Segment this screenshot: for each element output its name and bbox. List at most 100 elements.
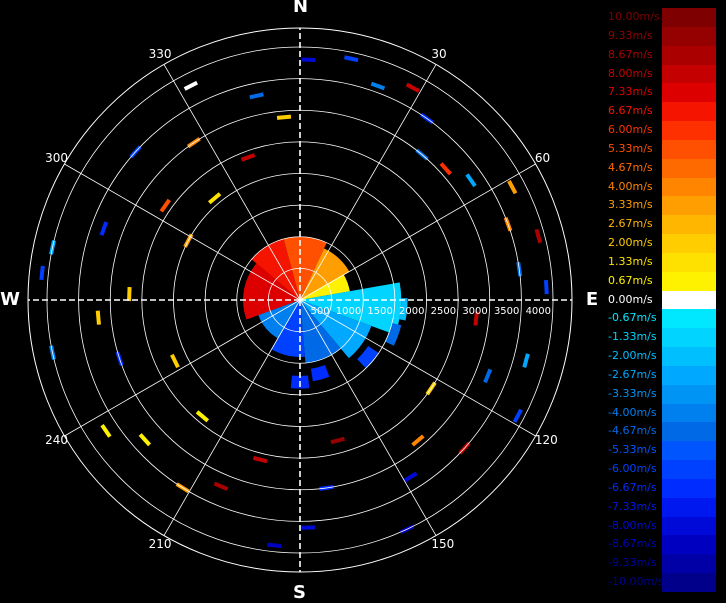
legend-entry: 2.67m/s xyxy=(606,215,716,235)
echo-arc-2 xyxy=(357,345,379,369)
legend-entry: 3.33m/s xyxy=(606,196,716,216)
legend-label: 4.00m/s xyxy=(608,179,653,193)
scatter-gate-48 xyxy=(276,114,292,120)
legend-label: 2.00m/s xyxy=(608,236,653,250)
spoke-30 xyxy=(299,64,437,301)
legend-entry: -6.00m/s xyxy=(606,460,716,479)
cardinal-N: N xyxy=(293,0,309,18)
legend-swatch xyxy=(662,365,716,385)
legend-label: -4.00m/s xyxy=(608,405,657,419)
legend-swatch xyxy=(662,121,716,140)
scatter-gate-27 xyxy=(213,481,229,491)
scatter-gate-19 xyxy=(411,434,425,447)
core-echo-sector-3 xyxy=(300,248,350,300)
legend-swatch xyxy=(662,83,716,103)
scatter-gate-43 xyxy=(207,192,222,205)
spoke-150 xyxy=(299,299,437,536)
legend-label: -1.33m/s xyxy=(608,330,657,344)
legend-entry: -9.33m/s xyxy=(606,554,716,574)
legend-entry: -4.00m/s xyxy=(606,403,716,423)
core-echo-sector-2 xyxy=(283,236,327,300)
legend-swatch xyxy=(662,252,716,272)
cardinal-S: S xyxy=(293,581,306,603)
legend-entry: 8.00m/s xyxy=(606,64,716,84)
core-echo-sector-8 xyxy=(271,300,305,357)
scatter-gate-32 xyxy=(170,353,180,369)
legend-swatch xyxy=(662,573,716,592)
legend-label: 9.33m/s xyxy=(608,28,653,42)
legend-label: 8.00m/s xyxy=(608,66,653,80)
legend-swatch xyxy=(662,309,716,329)
spoke-120 xyxy=(299,299,536,437)
scatter-gate-16 xyxy=(512,408,523,423)
legend-swatch xyxy=(662,177,716,197)
legend-label: 3.33m/s xyxy=(608,198,653,212)
legend-entry: -8.00m/s xyxy=(606,516,716,536)
legend-entry: 0.67m/s xyxy=(606,271,716,291)
scatter-gate-35 xyxy=(95,310,101,325)
legend-label: 2.67m/s xyxy=(608,217,653,231)
polar-grid xyxy=(27,27,573,573)
legend-swatch xyxy=(662,347,716,366)
scatter-gate-13 xyxy=(473,311,479,326)
legend-swatch xyxy=(662,497,716,517)
velocity-echo-layer xyxy=(39,55,549,549)
spoke-60 xyxy=(299,163,536,301)
legend-label: -5.33m/s xyxy=(608,443,657,457)
legend-entry: -3.33m/s xyxy=(606,384,716,404)
legend-swatch xyxy=(662,478,716,498)
legend-swatch xyxy=(662,234,716,253)
legend-swatch xyxy=(662,422,716,442)
legend-entry: -6.67m/s xyxy=(606,478,716,498)
legend-entry: 8.67m/s xyxy=(606,45,716,65)
core-echo-sector-5 xyxy=(300,282,402,335)
legend-entry: -0.67m/s xyxy=(606,309,716,329)
echo-arc-0 xyxy=(399,298,408,321)
scatter-gate-6 xyxy=(439,162,452,176)
legend-entry: -4.67m/s xyxy=(606,422,716,442)
range-label-4000: 4000 xyxy=(526,306,551,317)
spoke-300 xyxy=(64,163,301,301)
legend-entry: 2.00m/s xyxy=(606,234,716,253)
legend-label: -2.00m/s xyxy=(608,349,657,363)
azimuth-label-120: 120 xyxy=(534,433,558,448)
scatter-gate-10 xyxy=(534,228,543,244)
legend-label: -0.67m/s xyxy=(608,311,657,325)
legend-label: 7.33m/s xyxy=(608,85,653,99)
legend-label: -9.33m/s xyxy=(608,556,657,570)
legend-label: 0.67m/s xyxy=(608,273,653,287)
legend-swatch xyxy=(662,328,716,348)
legend-label: 6.00m/s xyxy=(608,123,653,137)
azimuth-label-330: 330 xyxy=(148,47,172,62)
spoke-330 xyxy=(163,64,301,301)
scatter-gate-30 xyxy=(138,433,152,447)
legend-label: 0.00m/s xyxy=(608,292,653,306)
azimuth-label-240: 240 xyxy=(45,433,69,448)
legend-label: 8.67m/s xyxy=(608,47,653,61)
scatter-gate-7 xyxy=(465,173,477,188)
scatter-gate-45 xyxy=(183,80,199,91)
range-label-2000: 2000 xyxy=(399,306,424,317)
legend-swatch xyxy=(662,271,716,291)
core-echo-sector-1 xyxy=(251,238,300,300)
legend-swatch xyxy=(662,384,716,404)
legend-swatch xyxy=(662,516,716,536)
legend-swatch xyxy=(662,290,716,310)
legend-swatch xyxy=(662,158,716,178)
legend-swatch xyxy=(662,554,716,574)
legend-swatch xyxy=(662,460,716,479)
echo-arc-1 xyxy=(385,322,402,346)
legend-entry: 4.67m/s xyxy=(606,158,716,178)
scatter-gate-12 xyxy=(543,279,549,295)
legend-swatch xyxy=(662,64,716,84)
scatter-gate-20 xyxy=(403,471,418,483)
scatter-gate-26 xyxy=(252,455,268,464)
core-echo-sector-7 xyxy=(300,300,341,364)
legend-label: -10.00m/s xyxy=(608,575,664,589)
legend-entry: -7.33m/s xyxy=(606,497,716,517)
legend-entry: 5.33m/s xyxy=(606,139,716,159)
legend-entry: 6.00m/s xyxy=(606,121,716,140)
spoke-240 xyxy=(64,299,301,437)
legend-entry: -5.33m/s xyxy=(606,441,716,461)
